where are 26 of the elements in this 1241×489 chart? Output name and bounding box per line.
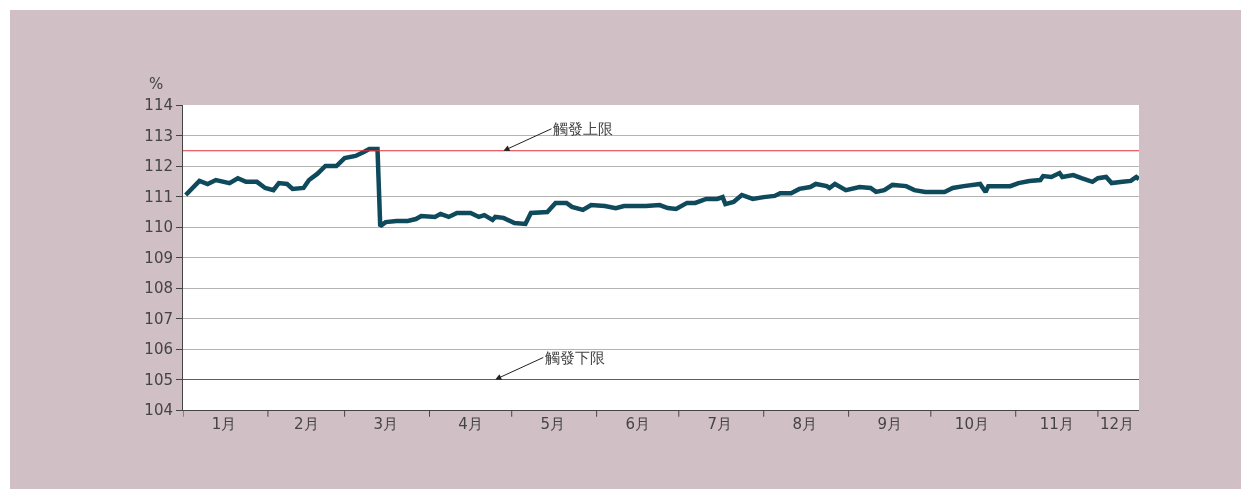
x-tick-label: 3月	[373, 415, 398, 433]
x-tick-label: 9月	[877, 415, 902, 433]
y-tick-label: 114	[144, 96, 173, 115]
x-tick-label: 2月	[294, 415, 319, 433]
y-tick-label: 113	[144, 126, 173, 145]
y-tick-label: 106	[144, 340, 173, 359]
y-tick-label: 104	[144, 401, 173, 420]
x-tick-label: 4月	[458, 415, 483, 433]
x-tick-label: 6月	[625, 415, 650, 433]
y-tick-label: 109	[144, 248, 173, 267]
annotation: 觸發上限	[553, 120, 613, 138]
y-axis-title: %	[149, 75, 164, 93]
y-tick-label: 108	[144, 279, 173, 298]
annotation: 觸發下限	[545, 349, 605, 367]
x-tick-label: 8月	[792, 415, 818, 433]
y-tick-label: 107	[144, 309, 173, 328]
x-tick-label: 12月	[1100, 415, 1135, 433]
y-tick-label: 105	[144, 370, 173, 389]
x-tick-label: 7月	[707, 415, 733, 433]
y-tick-label: 112	[144, 157, 173, 176]
x-tick-label: 5月	[540, 415, 566, 433]
x-tick-label: 10月	[954, 415, 989, 433]
x-tick-label: 11月	[1039, 415, 1074, 433]
y-tick-label: 111	[144, 187, 173, 206]
y-tick-label: 110	[144, 218, 173, 237]
x-tick-label: 1月	[211, 415, 237, 433]
